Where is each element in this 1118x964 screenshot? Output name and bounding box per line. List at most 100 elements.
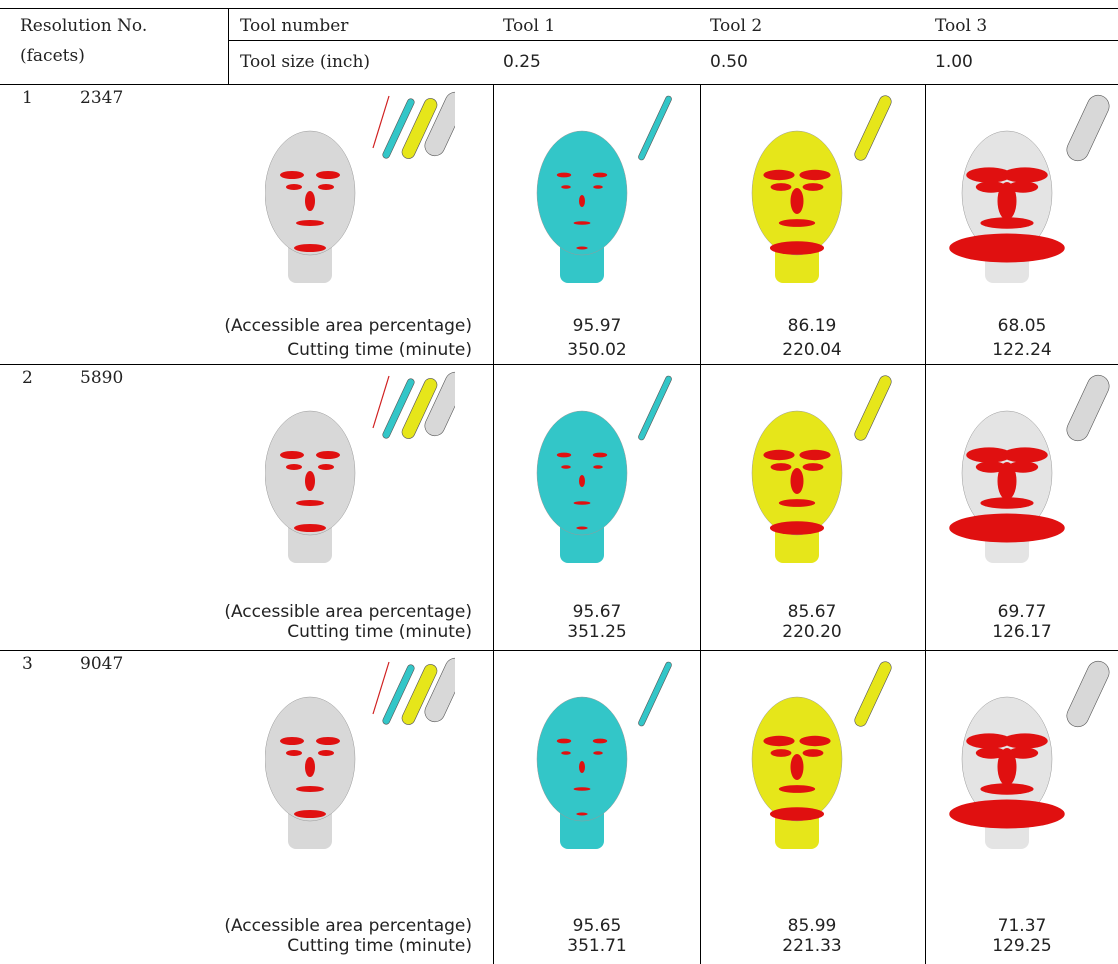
- facets: 9047: [80, 654, 123, 674]
- row-rule: [228, 40, 1118, 41]
- inaccessible-area: [1002, 447, 1048, 462]
- column-rule: [700, 364, 701, 650]
- inaccessible-area: [770, 807, 824, 821]
- column-rule: [228, 8, 229, 84]
- row-rule: [0, 8, 1118, 9]
- row-label: Cutting time (minute): [287, 622, 472, 642]
- inaccessible-area: [296, 786, 324, 792]
- inaccessible-area: [593, 739, 607, 744]
- inaccessible-area: [949, 234, 1065, 263]
- inaccessible-area: [286, 184, 302, 190]
- inaccessible-area: [294, 810, 326, 818]
- inaccessible-area: [980, 497, 1033, 508]
- inaccessible-area: [316, 171, 340, 179]
- time-value: 220.20: [712, 622, 912, 642]
- inaccessible-area: [949, 514, 1065, 543]
- inaccessible-area: [286, 464, 302, 470]
- inaccessible-area: [576, 247, 588, 250]
- inaccessible-area: [771, 183, 792, 191]
- inaccessible-area: [286, 750, 302, 756]
- inaccessible-area: [799, 170, 830, 180]
- header-cell: 0.50: [710, 52, 748, 72]
- tool-shape: [637, 375, 672, 441]
- inaccessible-area: [561, 465, 571, 469]
- accessible-value: 95.65: [497, 916, 697, 936]
- inaccessible-area: [579, 761, 585, 773]
- inaccessible-area: [593, 173, 607, 178]
- tool-shape: [853, 660, 893, 729]
- column-rule: [493, 650, 494, 964]
- row-rule: [0, 364, 1118, 365]
- accessible-value: 95.97: [497, 316, 697, 336]
- time-value: 350.02: [497, 340, 697, 360]
- inaccessible-area: [579, 195, 585, 207]
- inaccessible-area: [771, 749, 792, 757]
- inaccessible-area: [770, 241, 824, 255]
- inaccessible-area: [576, 527, 588, 530]
- column-rule: [700, 84, 701, 364]
- inaccessible-area: [998, 748, 1017, 786]
- tool-shape: [853, 94, 893, 163]
- header-cell: (facets): [20, 46, 85, 66]
- inaccessible-area: [280, 737, 304, 745]
- inaccessible-area: [574, 787, 591, 791]
- time-value: 129.25: [922, 936, 1118, 956]
- row-number: 1: [22, 88, 33, 108]
- inaccessible-area: [791, 468, 804, 494]
- inaccessible-area: [998, 182, 1017, 220]
- inaccessible-area: [593, 751, 603, 755]
- inaccessible-area: [998, 462, 1017, 500]
- inaccessible-area: [574, 501, 591, 505]
- accessible-value: 95.67: [497, 602, 697, 622]
- facets: 2347: [80, 88, 123, 108]
- inaccessible-area: [763, 450, 794, 460]
- header-cell: Resolution No.: [20, 16, 147, 36]
- time-value: 351.71: [497, 936, 697, 956]
- row-label: (Accessible area percentage): [224, 316, 472, 336]
- header-cell: 1.00: [935, 52, 973, 72]
- head-model-image: [502, 368, 692, 578]
- head-model-image: [265, 654, 455, 864]
- inaccessible-area: [791, 188, 804, 214]
- head-model-image: [502, 654, 692, 864]
- row-label: (Accessible area percentage): [224, 916, 472, 936]
- inaccessible-area: [593, 185, 603, 189]
- tool-shape: [1063, 372, 1113, 445]
- tool-shape: [373, 96, 389, 148]
- inaccessible-area: [294, 244, 326, 252]
- table-page: Resolution No.(facets)Tool numberTool si…: [0, 0, 1118, 964]
- inaccessible-area: [779, 499, 815, 507]
- column-rule: [700, 650, 701, 964]
- inaccessible-area: [318, 184, 334, 190]
- accessible-value: 85.67: [712, 602, 912, 622]
- row-label: Cutting time (minute): [287, 340, 472, 360]
- inaccessible-area: [579, 475, 585, 487]
- header-cell: Tool 1: [503, 16, 555, 36]
- tool-shape: [1063, 92, 1113, 165]
- head-model-image: [927, 654, 1117, 864]
- header-cell: Tool 2: [710, 16, 762, 36]
- inaccessible-area: [593, 453, 607, 458]
- inaccessible-area: [296, 500, 324, 506]
- tool-shape: [1063, 658, 1113, 731]
- head-model-image: [717, 88, 907, 298]
- row-rule: [0, 84, 1118, 85]
- inaccessible-area: [305, 757, 315, 777]
- head-model-image: [502, 88, 692, 298]
- time-value: 221.33: [712, 936, 912, 956]
- inaccessible-area: [280, 171, 304, 179]
- row-label: Cutting time (minute): [287, 936, 472, 956]
- head-model-image: [927, 88, 1117, 298]
- tool-shape: [853, 374, 893, 443]
- inaccessible-area: [980, 217, 1033, 228]
- accessible-value: 68.05: [922, 316, 1118, 336]
- inaccessible-area: [557, 173, 571, 178]
- inaccessible-area: [557, 453, 571, 458]
- head-model-image: [717, 368, 907, 578]
- row-number: 3: [22, 654, 33, 674]
- tool-shape: [373, 662, 389, 714]
- inaccessible-area: [296, 220, 324, 226]
- inaccessible-area: [557, 739, 571, 744]
- inaccessible-area: [316, 451, 340, 459]
- inaccessible-area: [280, 451, 304, 459]
